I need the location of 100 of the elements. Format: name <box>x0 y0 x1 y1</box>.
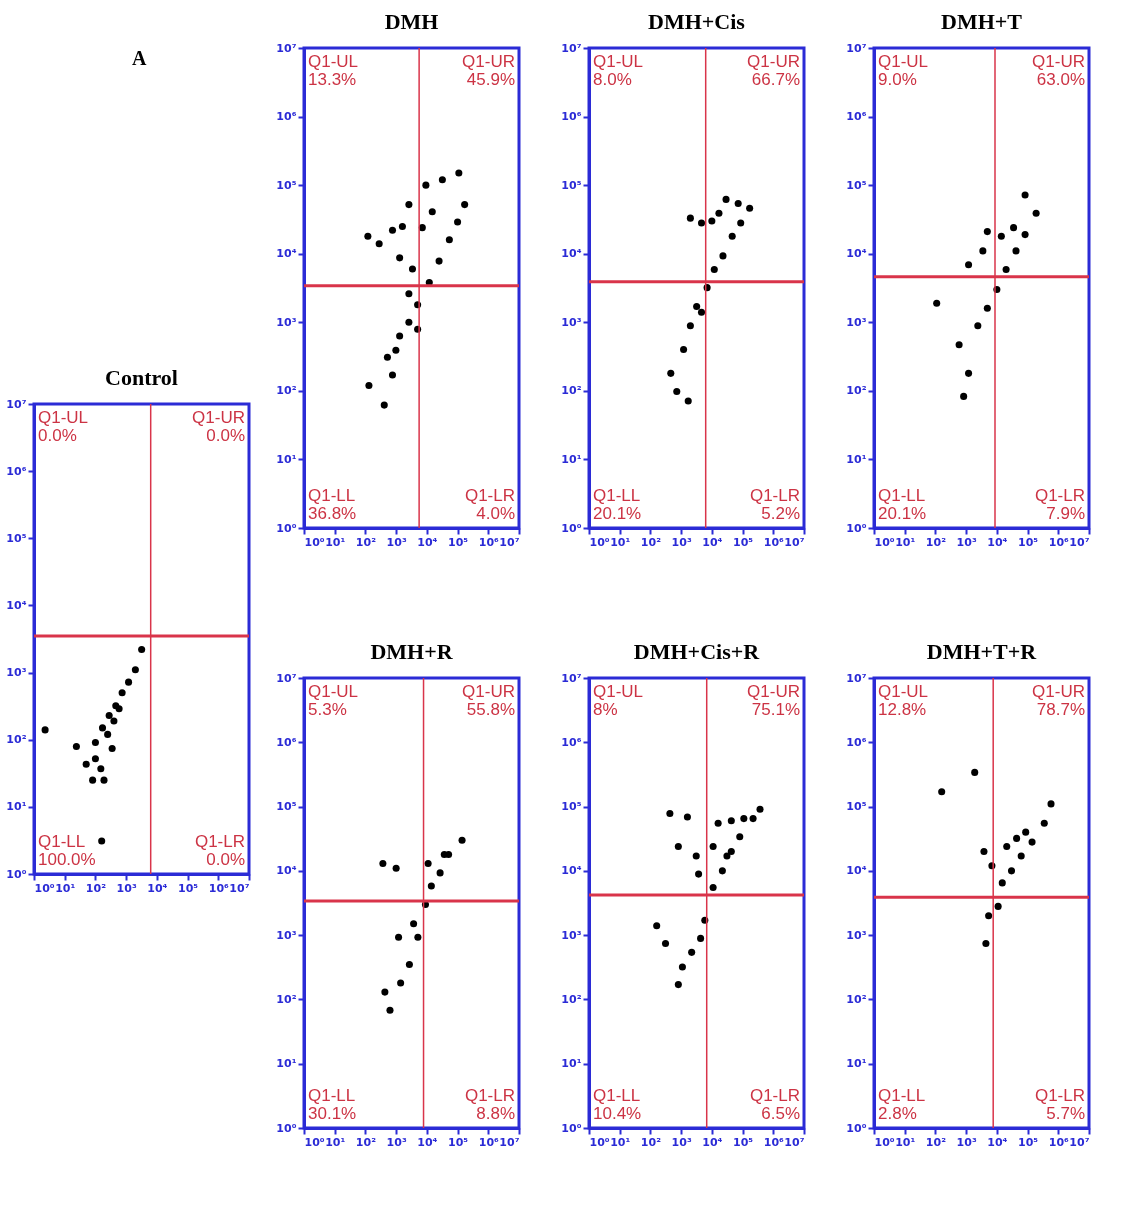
annotation: Q1-LR <box>749 486 800 505</box>
annotation: 12.8% <box>878 700 927 719</box>
y-tick-label: 10³ <box>276 928 297 942</box>
annotation: Q1-LR <box>749 1086 800 1105</box>
annotation: Q1-LR <box>464 486 515 505</box>
y-tick-label: 10⁰ <box>846 1121 867 1135</box>
x-tick-label: 10⁷ <box>229 881 250 895</box>
x-tick-label: 10⁴ <box>987 1135 1008 1149</box>
y-tick-label: 10¹ <box>561 1057 582 1071</box>
x-tick-label: 10¹ <box>895 1135 916 1149</box>
annotation: 75.1% <box>751 700 800 719</box>
x-tick-label: 10³ <box>671 535 692 549</box>
x-tick-label: 10⁵ <box>733 1135 754 1149</box>
y-tick-label: 10⁶ <box>276 735 297 749</box>
annotation: Q1-LL <box>878 1086 926 1105</box>
x-tick-label: 10⁷ <box>784 535 805 549</box>
x-tick-label: 10⁵ <box>733 535 754 549</box>
y-tick-label: 10⁶ <box>561 735 582 749</box>
x-tick-label: 10¹ <box>895 535 916 549</box>
annotation: Q1-UR <box>1032 682 1085 701</box>
y-tick-label: 10⁰ <box>276 1121 297 1135</box>
x-tick-label: 10¹ <box>610 1135 631 1149</box>
y-tick-label: 10⁶ <box>276 110 297 124</box>
x-tick-label: 10⁰ <box>304 535 325 549</box>
x-tick-label: 10⁶ <box>208 881 230 895</box>
annotation: 78.7% <box>1036 700 1085 719</box>
y-tick-label: 10⁰ <box>276 521 297 535</box>
x-tick-label: 10⁶ <box>1048 535 1070 549</box>
annotation: Q1-UR <box>747 682 800 701</box>
annotation: 20.1% <box>593 504 642 523</box>
annotation: Q1-UL <box>308 682 359 701</box>
x-tick-label: 10⁰ <box>874 1135 895 1149</box>
x-tick-label: 10² <box>640 1135 662 1149</box>
annotation: 5.3% <box>308 700 347 719</box>
y-tick-label: 10⁴ <box>561 247 582 261</box>
annotation: Q1-LR <box>194 832 245 851</box>
y-tick-label: 10⁷ <box>846 41 867 55</box>
y-tick-label: 10⁵ <box>846 178 867 192</box>
annotation: Q1-UR <box>1032 52 1085 71</box>
y-tick-label: 10⁵ <box>276 178 297 192</box>
annotation: 45.9% <box>466 70 515 89</box>
x-tick-label: 10⁰ <box>589 1135 610 1149</box>
x-tick-label: 10⁴ <box>987 535 1008 549</box>
annotation: 66.7% <box>751 70 800 89</box>
annotation: Q1-LL <box>593 486 641 505</box>
y-tick-label: 10⁰ <box>561 1121 582 1135</box>
y-tick-label: 10⁴ <box>561 864 582 878</box>
annotation: 5.7% <box>1046 1104 1085 1123</box>
x-tick-label: 10⁷ <box>784 1135 805 1149</box>
y-tick-label: 10² <box>846 384 867 398</box>
annotation: Q1-UL <box>308 52 359 71</box>
x-tick-label: 10⁴ <box>702 1135 723 1149</box>
y-tick-label: 10³ <box>561 928 582 942</box>
y-tick-label: 10⁰ <box>6 867 27 881</box>
annotation: 4.0% <box>476 504 515 523</box>
annotation: Q1-UL <box>593 682 644 701</box>
y-tick-label: 10⁷ <box>276 41 297 55</box>
y-tick-label: 10⁶ <box>846 735 867 749</box>
x-tick-label: 10¹ <box>325 535 346 549</box>
x-tick-label: 10⁷ <box>1069 1135 1090 1149</box>
x-tick-label: 10⁶ <box>763 535 785 549</box>
y-tick-label: 10⁷ <box>276 671 297 685</box>
annotation: Q1-UR <box>462 682 515 701</box>
x-tick-label: 10² <box>925 535 947 549</box>
annotation: Q1-UR <box>747 52 800 71</box>
annotation: 10.4% <box>593 1104 642 1123</box>
y-tick-label: 10⁴ <box>846 247 867 261</box>
annotation: 100.0% <box>38 850 96 869</box>
annotation: Q1-LR <box>1034 1086 1085 1105</box>
x-tick-label: 10¹ <box>325 1135 346 1149</box>
x-tick-label: 10² <box>355 1135 377 1149</box>
y-tick-label: 10² <box>561 384 582 398</box>
annotation: 8.8% <box>476 1104 515 1123</box>
x-tick-label: 10⁵ <box>1018 1135 1039 1149</box>
annotation: Q1-LL <box>308 486 356 505</box>
y-tick-label: 10³ <box>6 666 27 680</box>
annotation: 30.1% <box>308 1104 357 1123</box>
x-tick-label: 10³ <box>956 535 977 549</box>
annotation: Q1-UL <box>38 408 89 427</box>
x-tick-label: 10⁷ <box>499 1135 520 1149</box>
x-tick-label: 10³ <box>671 1135 692 1149</box>
y-tick-label: 10⁰ <box>561 521 582 535</box>
x-tick-label: 10⁶ <box>763 1135 785 1149</box>
y-tick-label: 10⁵ <box>276 800 297 814</box>
y-tick-label: 10⁶ <box>6 464 27 478</box>
y-tick-label: 10¹ <box>561 452 582 466</box>
y-tick-label: 10² <box>846 992 867 1006</box>
chart-title: DMH+T <box>941 9 1023 34</box>
y-tick-label: 10¹ <box>846 452 867 466</box>
annotation: Q1-UL <box>878 52 929 71</box>
x-tick-label: 10¹ <box>610 535 631 549</box>
annotation: 0.0% <box>38 426 77 445</box>
y-tick-label: 10² <box>276 384 297 398</box>
y-tick-label: 10² <box>276 992 297 1006</box>
y-tick-label: 10³ <box>846 928 867 942</box>
annotation: 7.9% <box>1046 504 1085 523</box>
annotation: 0.0% <box>206 426 245 445</box>
x-tick-label: 10⁵ <box>178 881 199 895</box>
x-tick-label: 10⁰ <box>589 535 610 549</box>
x-tick-label: 10⁶ <box>478 535 500 549</box>
